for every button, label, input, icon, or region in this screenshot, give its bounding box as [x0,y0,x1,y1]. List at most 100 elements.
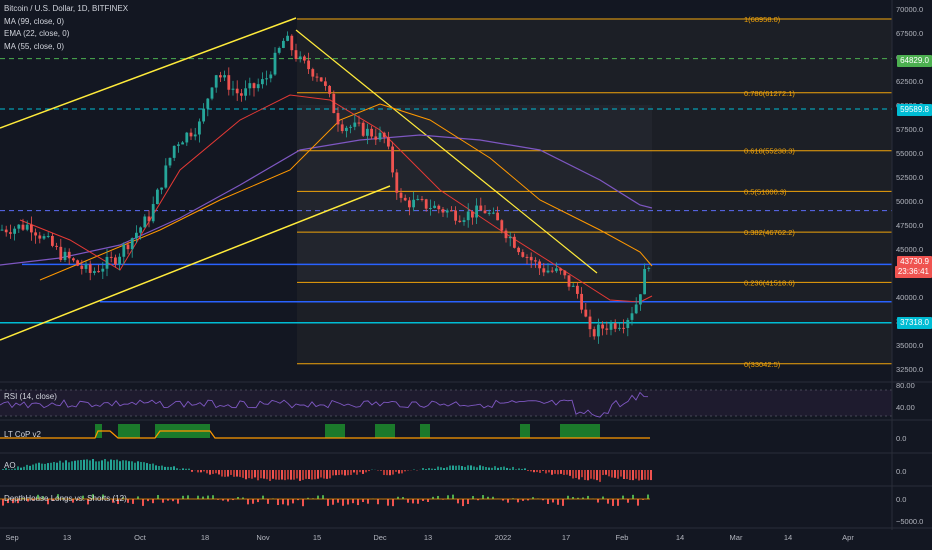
time-axis-label: Dec [373,533,387,542]
time-axis-label: Sep [5,533,18,542]
candle-body [181,142,184,145]
dh-bar [367,499,369,504]
candle-body [601,324,604,329]
dh-bar [257,499,259,503]
ma99-legend[interactable]: MA (99, close, 0) [4,17,65,26]
ao-bar [641,470,643,480]
ao-bar [326,470,328,479]
time-axis-label: Apr [842,533,854,542]
ao-bar [116,459,118,470]
ema22-legend[interactable]: EMA (22, close, 0) [4,29,70,38]
ao-bar [308,470,310,479]
ao-bar [152,463,154,470]
candle-body [387,137,390,147]
cop-block [375,424,395,438]
ao-bar [629,470,631,481]
ao-bar [467,465,469,470]
ao-bar [200,470,202,473]
ao-bar [158,466,160,470]
dh-bar [617,499,619,506]
dh-bar [222,499,224,501]
candle-body [605,328,609,330]
fib-label: 0.786(61272.1) [744,89,795,98]
rsi-label[interactable]: RSI (14, close) [4,392,57,401]
dh-bar [182,495,184,499]
candle-body [609,323,613,330]
candle-body [630,313,634,320]
ao-bar [335,470,337,476]
candle-body [189,132,193,137]
level-tag-cyan: 59589.8 [897,104,932,116]
ao-bar [233,470,235,477]
time-axis-label: 15 [313,533,321,542]
ao-bar [632,470,634,481]
dh-bar [72,499,74,503]
ao-bar [29,465,31,470]
candle-body [206,98,210,109]
ao-label[interactable]: AO [4,461,16,470]
candle-body [277,47,281,53]
candle-body [513,236,516,248]
candle-body [559,268,562,271]
ao-bar [551,470,553,475]
candle-body [265,78,268,80]
ao-bar [305,470,307,479]
candle-body [529,256,533,261]
ao-bar [71,461,73,470]
ao-bar [359,470,361,473]
ao-bar [17,466,19,470]
candle-body [567,275,571,287]
fib-label: 1(68958.0) [744,15,781,24]
candle-body [130,238,134,250]
ma55-line [39,103,653,281]
ao-bar [584,470,586,480]
candle-body [307,60,310,70]
ao-bar [650,470,652,481]
dh-bar [62,497,64,499]
ao-bar [59,460,61,470]
ao-bar [476,467,478,470]
dh-bar [87,499,89,505]
ao-bar [590,470,592,479]
ao-bar [449,465,451,470]
candle-body [319,77,323,82]
ao-bar [518,468,520,470]
depthhouse-label[interactable]: DepthHouse Longs vs. Shorts (12) [4,494,127,503]
candle-body [298,56,302,59]
candle-body [93,271,96,273]
dh-bar [527,499,529,501]
dh-bar [467,499,469,505]
candle-body [0,229,4,231]
candle-body [340,124,344,132]
dh-bar [137,496,139,499]
dh-bar [327,499,329,506]
candle-body [454,210,457,221]
fib-inner [297,105,652,280]
candle-body [248,83,252,89]
candle-body [546,270,550,273]
candle-body [303,56,306,61]
ao-bar [398,470,400,474]
ao-bar [338,470,340,476]
dh-bar [317,495,319,499]
dh-bar [202,496,204,499]
candle-body [282,40,285,48]
ao-bar [560,470,562,474]
candle-body [168,157,172,166]
ao-bar [587,470,589,481]
candle-body [349,126,352,128]
ao-bar [227,470,229,477]
ao-bar [362,470,364,474]
time-axis-label: 17 [562,533,570,542]
candle-body [412,199,415,208]
rsi-tick: 40.00 [896,403,915,412]
ma55-legend[interactable]: MA (55, close, 0) [4,42,65,51]
ao-bar [281,470,283,480]
candle-body [588,316,592,330]
dh-bar [502,499,504,501]
cop-label[interactable]: LT CoP v2 [4,430,41,439]
symbol-title[interactable]: Bitcoin / U.S. Dollar, 1D, BITFINEX [4,4,129,13]
candle-body [88,264,92,273]
